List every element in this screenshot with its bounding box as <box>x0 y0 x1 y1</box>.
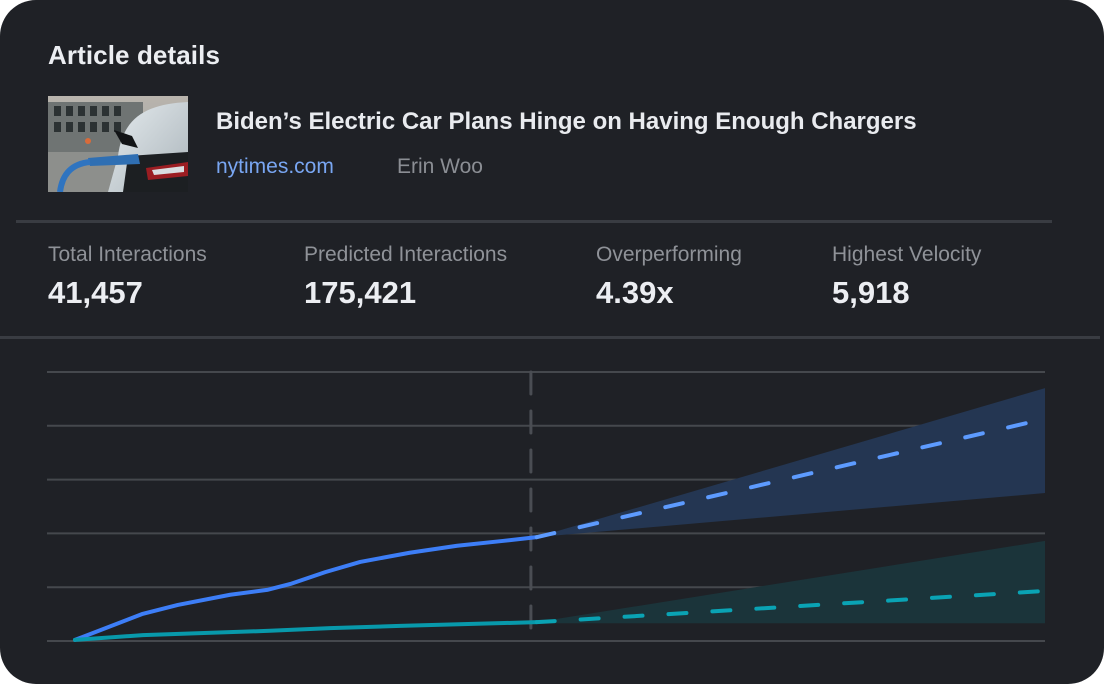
forecast-line-accent_blue <box>534 416 1047 540</box>
stat-value: 5,918 <box>832 275 910 310</box>
stat-label: Highest Velocity <box>832 243 982 266</box>
stat-value: 175,421 <box>304 275 417 310</box>
header-divider <box>16 220 1052 223</box>
stat-label: Predicted Interactions <box>304 243 508 266</box>
actual-line-accent_teal <box>73 620 539 642</box>
stats-divider <box>0 336 1100 339</box>
stat-value: 41,457 <box>48 275 143 310</box>
stat-value: 4.39x <box>596 275 674 310</box>
actual-line-accent_blue <box>73 535 539 642</box>
forecast-band-accent_blue <box>536 388 1045 538</box>
stat-total-interactions: Total Interactions 41,457 <box>48 243 207 311</box>
stat-highest-velocity: Highest Velocity 5,918 <box>832 243 981 311</box>
article-thumbnail[interactable] <box>48 96 188 192</box>
article-headline[interactable]: Biden’s Electric Car Plans Hinge on Havi… <box>216 108 917 135</box>
card-title: Article details <box>48 40 221 70</box>
stat-overperforming: Overperforming 4.39x <box>596 243 742 311</box>
forecast-band-accent_teal <box>536 540 1045 624</box>
stat-label: Total Interactions <box>48 243 207 266</box>
stat-predicted-interactions: Predicted Interactions 175,421 <box>304 243 507 311</box>
electric-car-photo-icon <box>48 96 188 192</box>
interactions-forecast-chart <box>47 370 1047 646</box>
stat-label: Overperforming <box>596 243 742 266</box>
source-link[interactable]: nytimes.com <box>216 155 334 178</box>
author-name: Erin Woo <box>397 155 483 178</box>
